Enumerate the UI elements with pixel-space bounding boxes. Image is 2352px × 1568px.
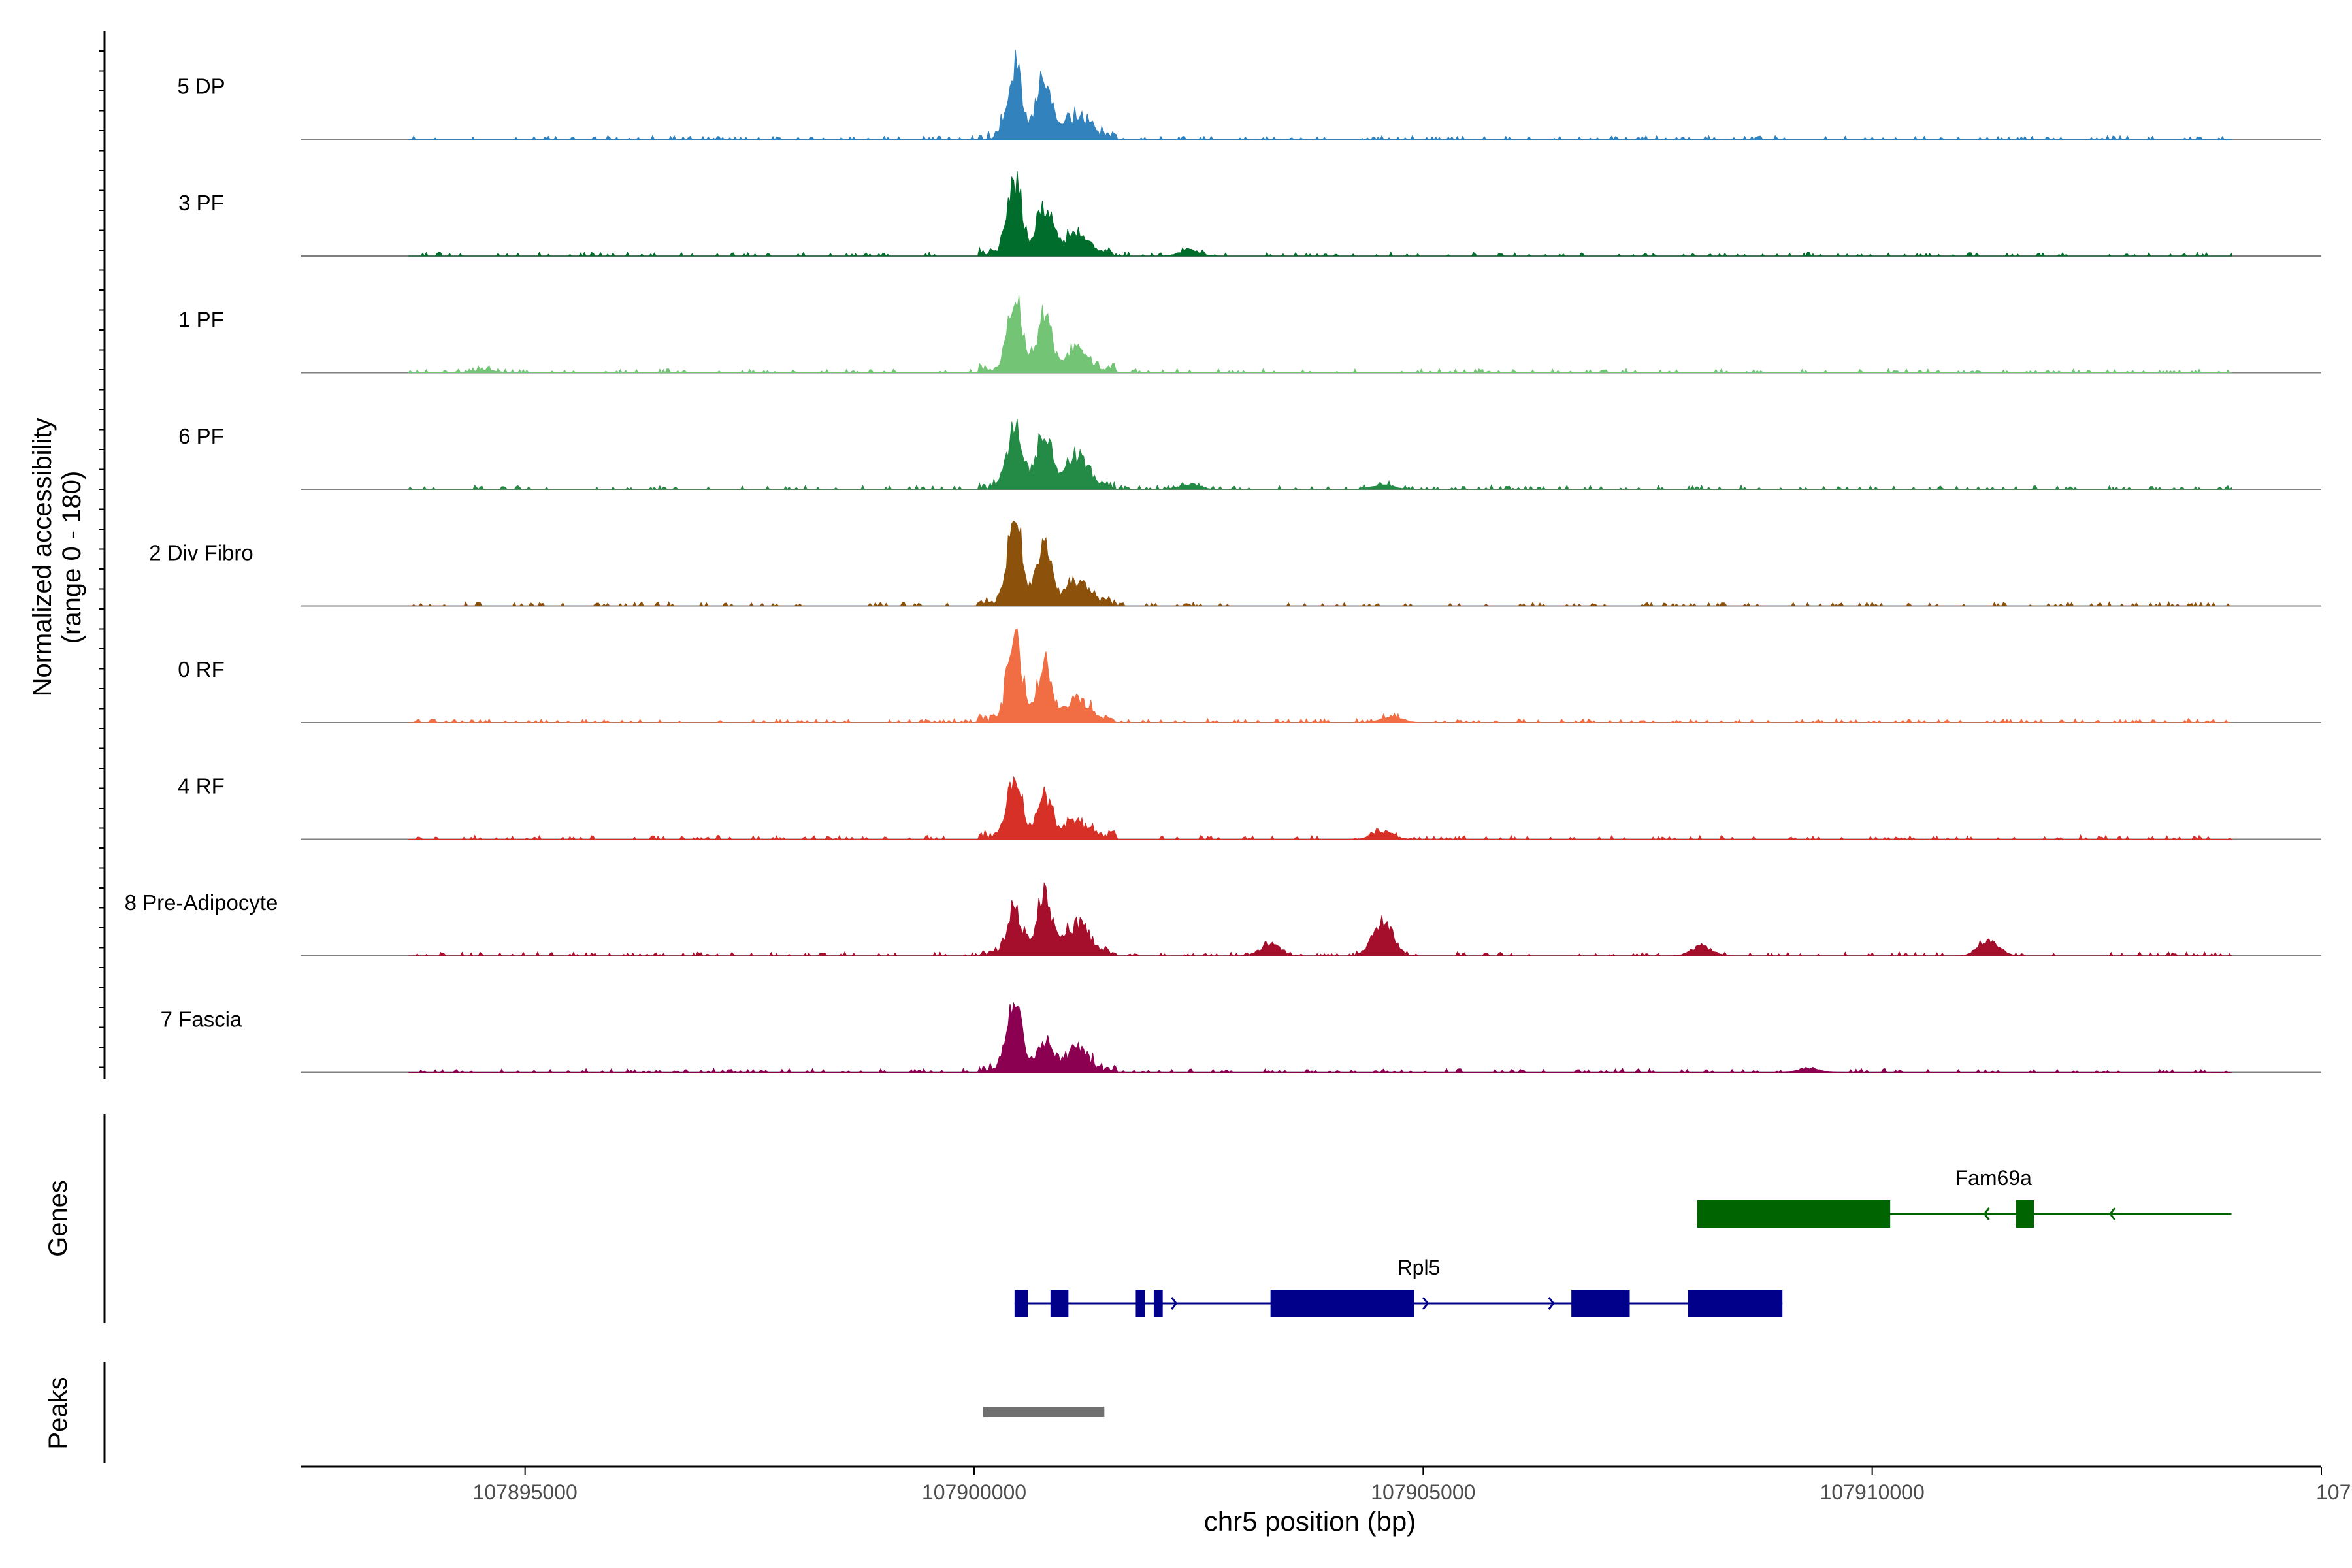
track-label-4-rf: 4 RF	[178, 774, 225, 798]
coverage-area-6-pf	[407, 419, 2232, 491]
exon	[1050, 1290, 1069, 1317]
track-label-3-pf: 3 PF	[178, 191, 224, 215]
coverage-area-2-div-fibro	[408, 521, 2232, 607]
coverage-area-7-fascia	[408, 1002, 2232, 1073]
exon	[1697, 1200, 1891, 1228]
strand-arrow	[2109, 1207, 2116, 1220]
strand-arrow	[1983, 1207, 1990, 1220]
track-8-pre-adipocyte: 8 Pre-Adipocyte	[125, 882, 2321, 957]
track-0-rf: 0 RF	[178, 628, 2321, 724]
track-label-1-pf: 1 PF	[178, 308, 224, 332]
exon	[1571, 1290, 1630, 1317]
strand-arrow	[1422, 1297, 1429, 1310]
exon	[1014, 1290, 1028, 1317]
x-tick-label: 107895000	[473, 1480, 578, 1504]
track-label-0-rf: 0 RF	[178, 657, 225, 681]
track-3-pf: 3 PF	[178, 171, 2321, 257]
coverage-area-4-rf	[408, 776, 2233, 840]
coverage-area-0-rf	[408, 628, 2232, 724]
genes-track-label: Genes	[44, 1180, 73, 1257]
gene-rpl5: Rpl5	[1014, 1256, 1783, 1317]
track-4-rf: 4 RF	[178, 774, 2321, 840]
gene-fam69a: Fam69a	[1697, 1166, 2232, 1228]
track-label-6-pf: 6 PF	[178, 424, 224, 448]
track-1-pf: 1 PF	[178, 295, 2321, 374]
genes-track: Fam69a Rpl5	[1014, 1166, 2232, 1317]
track-2-div-fibro: 2 Div Fibro	[149, 521, 2321, 607]
coverage-area-8-pre-adipocyte	[408, 882, 2232, 957]
track-label-8-pre-adipocyte: 8 Pre-Adipocyte	[125, 890, 278, 915]
x-tick-label: 107910000	[1820, 1480, 1925, 1504]
peaks-track	[983, 1407, 1105, 1417]
x-tick-label: 107905000	[1371, 1480, 1475, 1504]
coverage-area-3-pf	[408, 171, 2232, 257]
y-axis-label: Normalized accessibility	[28, 418, 57, 697]
coverage-area-1-pf	[408, 295, 2232, 374]
x-tick-label: 1079150	[2316, 1480, 2352, 1504]
peaks-track-label: Peaks	[44, 1377, 73, 1449]
peak-region	[983, 1407, 1105, 1417]
track-5-dp: 5 DP	[177, 50, 2321, 140]
track-7-fascia: 7 Fascia	[161, 1002, 2321, 1073]
exon	[2016, 1200, 2034, 1228]
exon	[1688, 1290, 1783, 1317]
track-label-5-dp: 5 DP	[177, 74, 225, 99]
track-6-pf: 6 PF	[178, 419, 2321, 491]
strand-arrow	[1171, 1297, 1178, 1310]
x-axis: 107895000 107900000 107905000 107910000 1079…	[301, 1465, 2352, 1504]
x-axis-label: chr5 position (bp)	[1204, 1506, 1416, 1537]
exon	[1153, 1290, 1163, 1317]
gene-label-fam69a: Fam69a	[1955, 1166, 2033, 1190]
left-axes	[99, 31, 106, 1463]
track-label-7-fascia: 7 Fascia	[161, 1007, 242, 1032]
exon	[1135, 1290, 1145, 1317]
track-label-2-div-fibro: 2 Div Fibro	[149, 541, 253, 565]
exon	[1270, 1290, 1414, 1317]
y-axis-range-label: (range 0 - 180)	[57, 471, 86, 644]
coverage-tracks: 5 DP 3 PF 1 PF 6 PF 2 Div Fibro 0 RF 4 RF 8 Pre…	[125, 50, 2321, 1073]
strand-arrow	[1548, 1297, 1555, 1310]
coverage-area-5-dp	[408, 50, 2232, 140]
gene-label-rpl5: Rpl5	[1397, 1256, 1441, 1279]
x-tick-label: 107900000	[922, 1480, 1026, 1504]
